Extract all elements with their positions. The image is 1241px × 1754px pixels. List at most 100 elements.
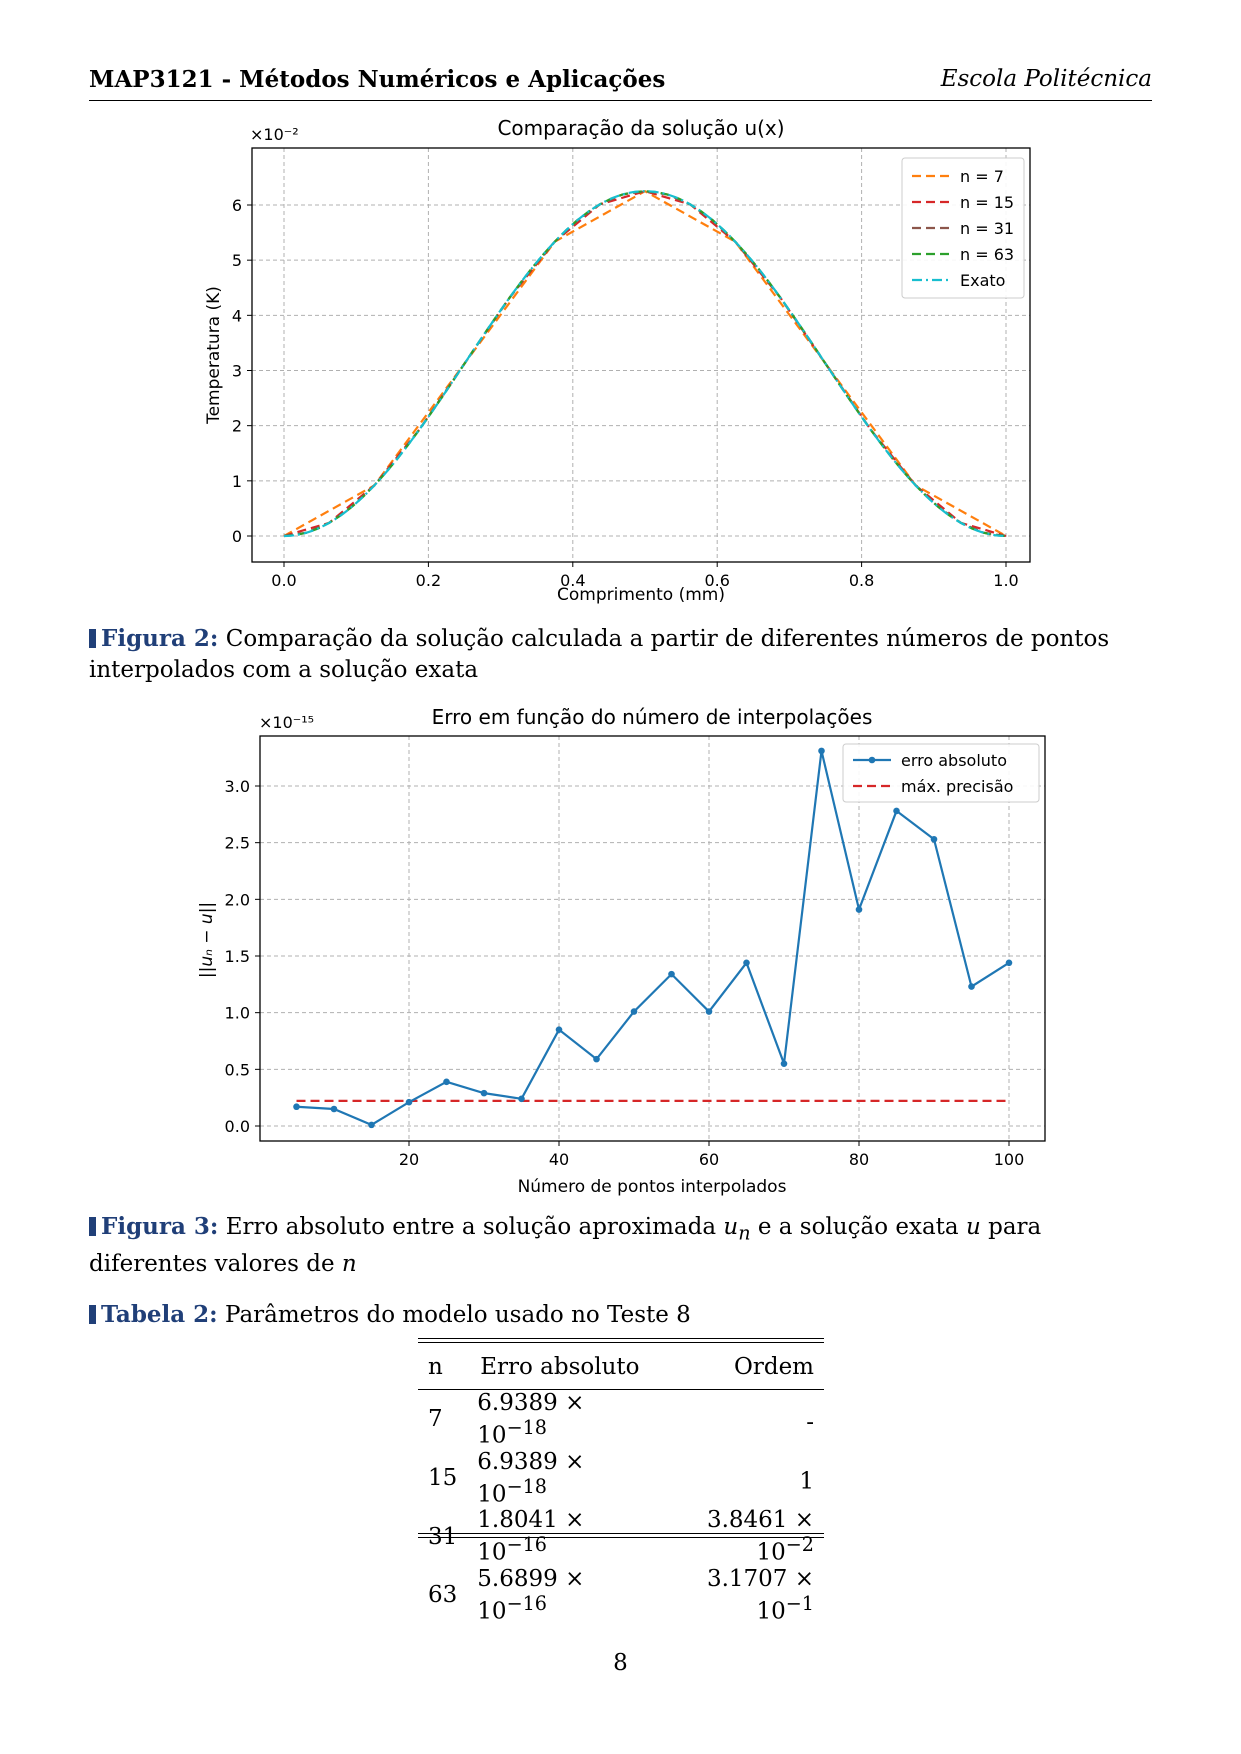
caption-marker [89,629,96,648]
fig2-series-line [283,190,1007,538]
fig3-error-point [968,983,975,990]
page-header: MAP3121 - Métodos Numéricos e Aplicações… [89,62,1152,101]
fig3-error-point [780,1060,788,1067]
figure-2-caption-text: Comparação da solução calculada a partir… [89,626,1110,683]
fig3-title: Erro em função do número de interpolaçõe… [432,705,873,729]
fig3-error-point [593,1055,600,1063]
fig3-error-point [368,1121,375,1129]
fig3-error-point [930,835,938,843]
fig2-xtick-label: 0.0 [271,571,296,590]
caption-marker [89,1305,96,1324]
figure-3: 20 40 60 80 100 0.0 0.5 1.0 1.5 2.0 2.5 3.0 Erro em… [0,700,1241,1200]
caption-marker [89,1217,96,1236]
fig2-xtick-label: 0.2 [416,571,441,590]
fig2-legend: n = 7 n = 15 n = 31 n = 63 Exato [901,157,1025,299]
table-2-label: Tabela 2: [101,1301,218,1328]
fig2-ticks: 0.0 0.2 0.4 0.6 0.8 1.0 0 1 2 3 4 5 6 [232,196,1019,590]
school-name: Escola Politécnica [940,66,1152,92]
cell-erro: 6.9389 × 10−18 [477,1448,585,1508]
fig3-ytick-label: 2.5 [225,834,250,853]
header-n: n [428,1354,443,1380]
fig3-legend-label: erro absoluto [901,751,1007,770]
fig2-ytick-label: 1 [232,472,242,491]
cell-ordem: 1 [799,1468,814,1495]
fig3-legend: erro absoluto máx. precisão [842,743,1040,803]
table-2-caption: Tabela 2: Parâmetros do modelo usado no … [89,1299,1152,1331]
table-top-rule-outer [418,1338,824,1339]
caption-part: para diferentes valores de [89,1214,1042,1277]
fig3-lines [293,747,1013,1129]
fig3-error-point [705,1008,713,1015]
fig2-xtick-label: 0.8 [849,571,874,590]
fig3-xtick-label: 60 [699,1150,719,1169]
cell-erro: 6.9389 × 10−18 [477,1390,585,1449]
symbol-n: n [341,1250,357,1277]
table-row: 31 1.8041 × 10−16 3.8461 × 10−2 [418,1507,824,1566]
fig3-error-point [480,1089,488,1097]
fig3-error-point [330,1105,338,1113]
cell-n: 63 [428,1582,458,1609]
fig3-legend-marker [868,756,876,764]
fig2-xtick-label: 0.4 [560,571,585,590]
header-ordem: Ordem [734,1354,814,1380]
table-2-caption-text: Parâmetros do modelo usado no Teste 8 [225,1302,691,1328]
fig3-error-point [668,970,675,978]
fig3-error-point [1005,959,1013,967]
fig3-legend-label: máx. precisão [901,777,1013,796]
symbol-n-sub: n [738,1221,751,1245]
course-title: MAP3121 - Métodos Numéricos e Aplicações [89,66,666,93]
fig2-xtick-label: 0.6 [704,571,729,590]
fig3-ylabel: ||uₙ − u|| [197,902,217,978]
cell-erro: 1.8041 × 10−16 [477,1507,585,1566]
header-erro: Erro absoluto [480,1354,640,1380]
fig3-multiplier: ×10⁻¹⁵ [259,713,314,732]
fig3-ytick-label: 0.0 [225,1117,250,1136]
fig2-xtick-label: 1.0 [993,571,1018,590]
cell-ordem: - [806,1409,814,1436]
fig3-error-point [818,747,825,755]
fig3-error-point [405,1098,413,1106]
fig3-ytick-label: 3.0 [225,777,250,796]
table-row: 7 6.9389 × 10−18 - [418,1389,824,1449]
fig2-ytick-label: 3 [232,362,242,381]
figure-2: 0.0 0.2 0.4 0.6 0.8 1.0 0 1 2 3 4 5 6 Comparação da … [0,110,1241,610]
symbol-u: u [723,1214,739,1240]
fig2-axes-frame [251,147,1031,563]
fig2-legend-label: n = 7 [960,167,1004,186]
fig3-error-point [630,1008,638,1015]
figure-3-caption: Figura 3: Erro absoluto entre a solução … [89,1211,1152,1280]
fig2-legend-label: n = 31 [960,219,1014,238]
table-top-rule-inner [418,1342,824,1343]
fig3-ytick-label: 0.5 [225,1060,250,1079]
fig2-ytick-label: 4 [232,306,242,325]
fig3-axes-frame [259,735,1046,1142]
fig2-xlabel: Comprimento (mm) [557,585,725,605]
fig3-ytick-label: 1.5 [225,947,250,966]
table-row: 63 5.6899 × 10−16 3.1707 × 10−1 [418,1566,824,1625]
fig3-xtick-label: 40 [549,1150,569,1169]
fig3-error-point [743,959,750,967]
symbol-u: u [965,1214,981,1240]
figure-2-label: Figura 2: [101,625,219,652]
caption-part: e a solução exata [757,1214,959,1240]
fig3-grid [260,736,1045,1141]
fig2-legend-box [901,157,1025,299]
figure-2-caption: Figura 2: Comparação da solução calculad… [89,623,1152,686]
fig2-chart: 0.0 0.2 0.4 0.6 0.8 1.0 0 1 2 3 4 5 6 Comparação da … [204,116,1031,605]
cell-ordem: 3.1707 × 10−1 [706,1565,814,1625]
fig3-error-line [296,750,1010,1127]
fig2-title: Comparação da solução u(x) [497,116,784,140]
cell-erro: 5.6899 × 10−16 [477,1565,585,1625]
fig3-xtick-label: 100 [994,1150,1025,1169]
cell-n: 31 [428,1523,458,1550]
fig3-ticks: 20 40 60 80 100 0.0 0.5 1.0 1.5 2.0 2.5 3.0 [225,777,1025,1169]
table-bottom-rule-outer [418,1537,824,1538]
fig3-ytick-label: 2.0 [225,890,250,909]
fig3-error-point [443,1078,450,1086]
fig3-error-point [893,807,900,815]
cell-n: 15 [428,1464,458,1491]
fig3-legend-box [842,743,1040,803]
fig3-xtick-label: 20 [399,1150,419,1169]
fig3-error-point [518,1095,525,1103]
fig3-error-point [555,1026,563,1033]
